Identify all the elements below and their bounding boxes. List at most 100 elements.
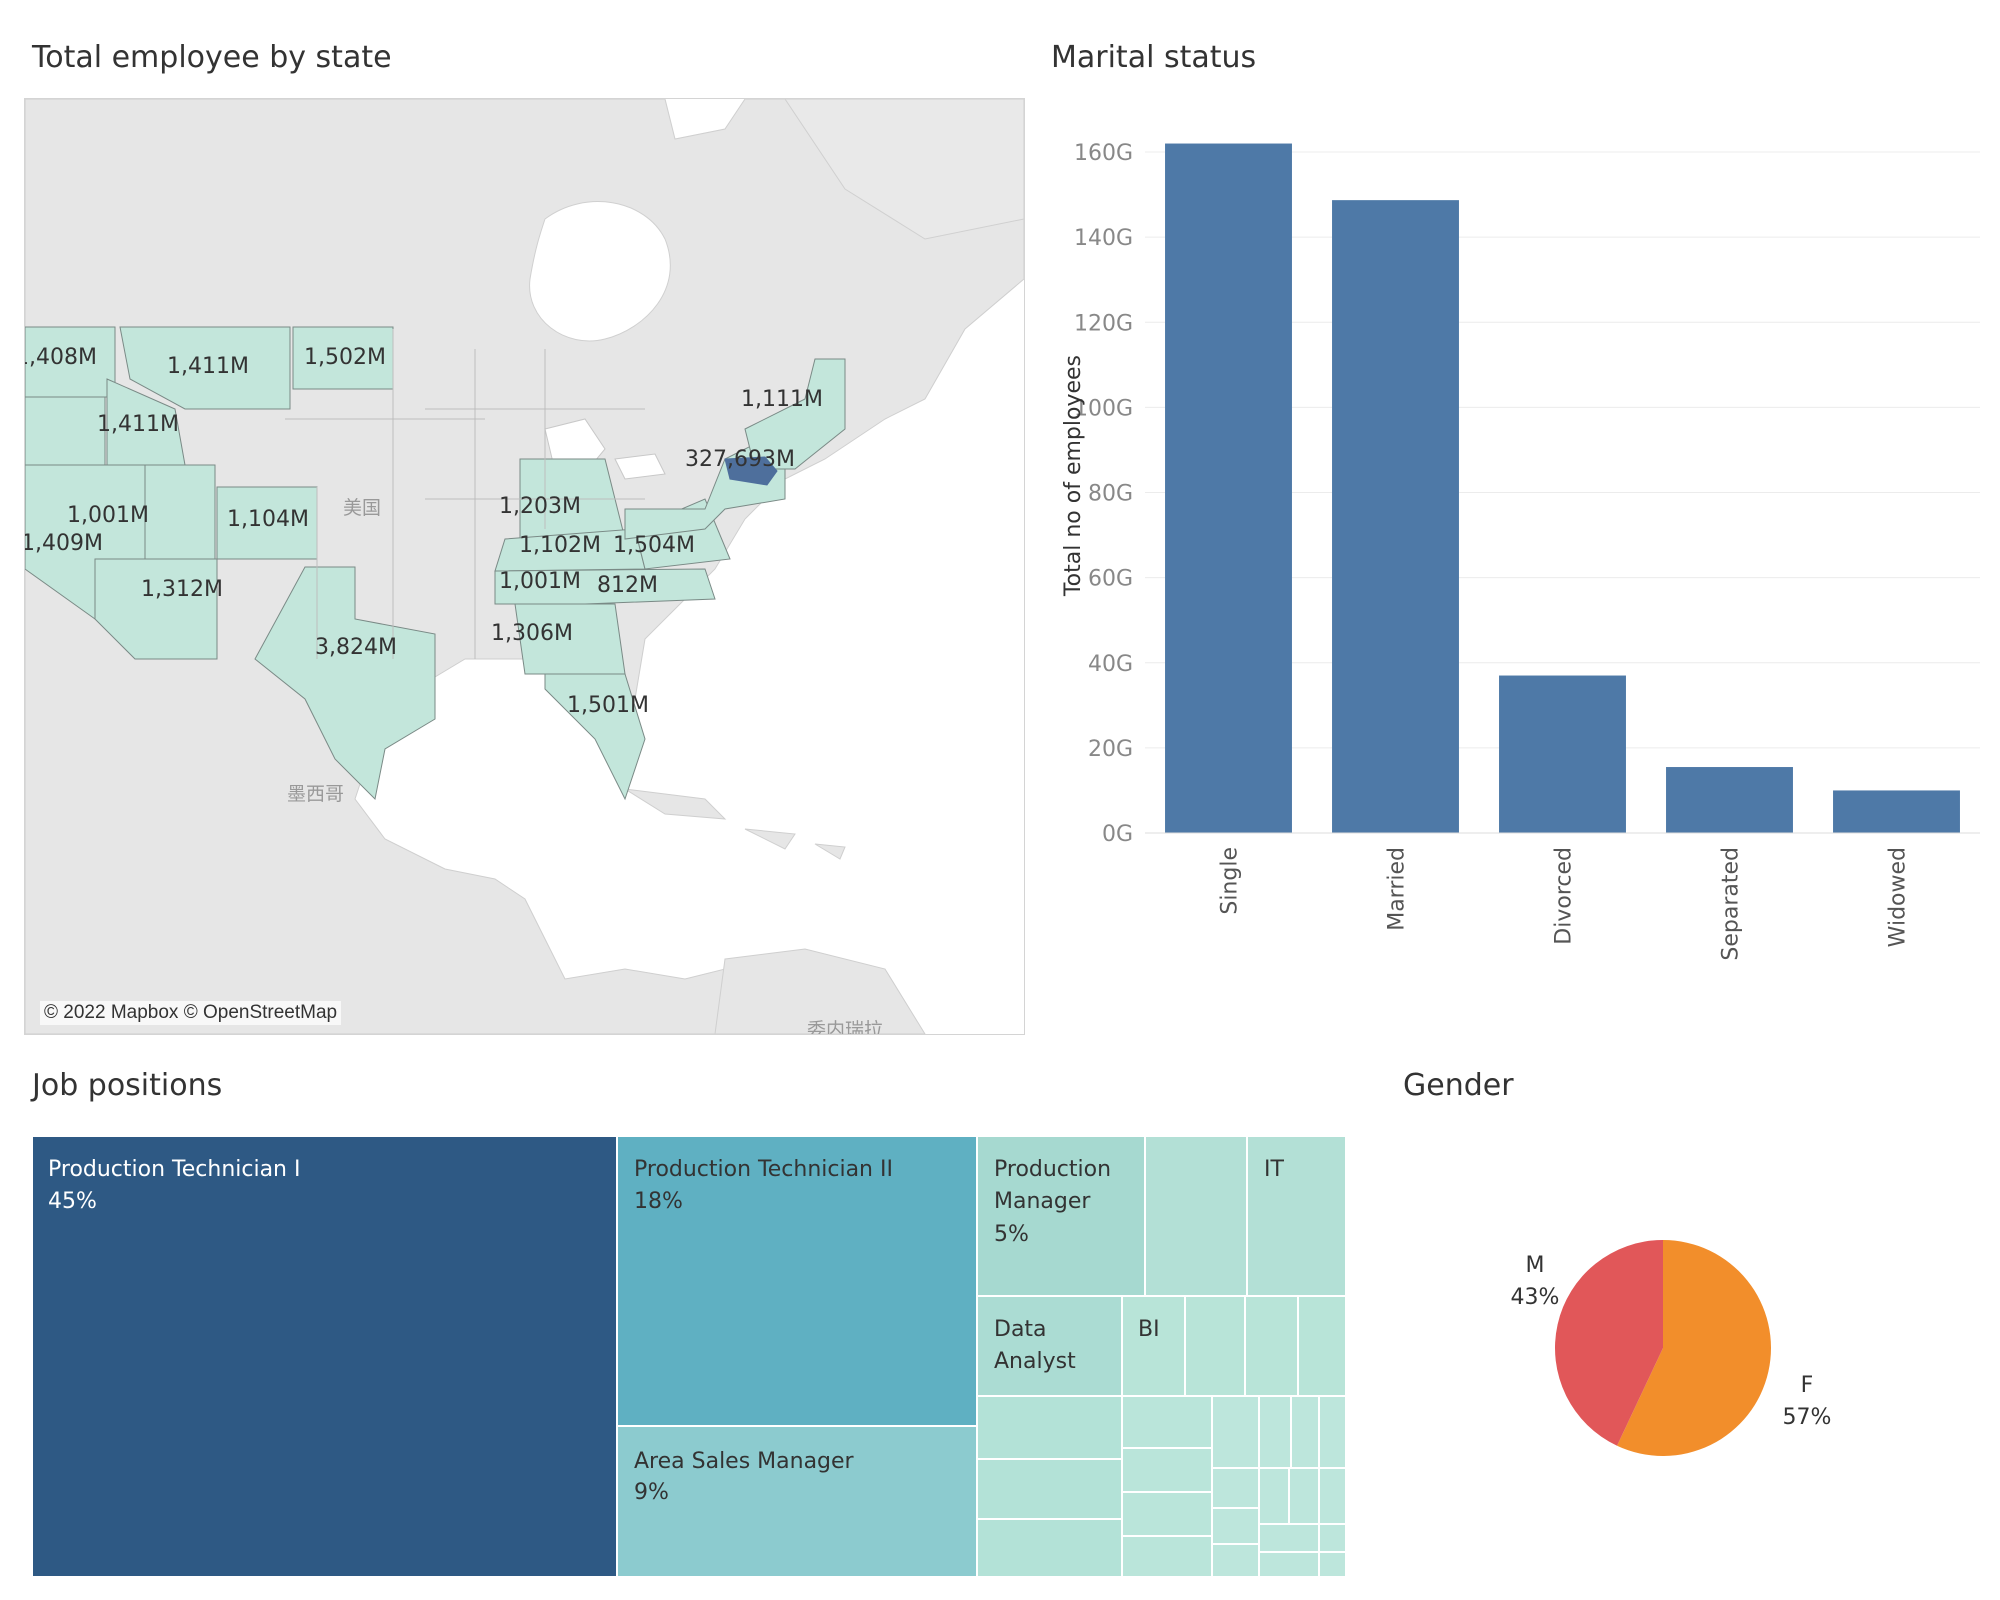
gender-title: Gender — [1403, 1068, 1514, 1103]
marital-title: Marital status — [1051, 40, 1257, 75]
state-label-0: 1,408M — [25, 345, 97, 370]
treemap-cell-small-19[interactable] — [1258, 1467, 1290, 1525]
y-tick-label: 0G — [1102, 822, 1133, 847]
place-label-usa: 美国 — [343, 497, 382, 519]
bar-married[interactable] — [1332, 200, 1459, 833]
treemap-cell-small-6[interactable] — [976, 1458, 1123, 1520]
treemap-cell-small-16[interactable] — [1211, 1467, 1260, 1509]
treemap-label-it: IT — [1264, 1157, 1284, 1182]
jobs-title: Job positions — [32, 1068, 223, 1103]
place-label-venezuela: 委内瑞拉 — [807, 1019, 884, 1035]
treemap-cell-small-4[interactable] — [1297, 1295, 1347, 1397]
bar-divorced[interactable] — [1499, 675, 1626, 833]
state-new-york-pa[interactable] — [624, 428, 786, 540]
state-nc[interactable] — [494, 568, 716, 605]
treemap-cell-small-14[interactable] — [1290, 1395, 1320, 1469]
state-shapes[interactable] — [25, 326, 846, 801]
treemap-label-pt1-pct: 45% — [48, 1189, 97, 1214]
x-tick-label: Single — [1218, 847, 1243, 915]
pie-value-m: 43% — [1511, 1285, 1560, 1310]
treemap-cell-small-21[interactable] — [1318, 1467, 1347, 1525]
treemap-cell-small-2[interactable] — [1184, 1295, 1246, 1397]
treemap-cell-production-technician-ii[interactable] — [616, 1135, 978, 1427]
treemap-cell-data-analyst[interactable] — [976, 1295, 1123, 1397]
treemap-cell-small-1[interactable] — [1144, 1135, 1248, 1297]
treemap-cell-small-18[interactable] — [1211, 1543, 1260, 1578]
treemap-cell-small-5[interactable] — [976, 1395, 1123, 1460]
treemap-label-da-name: Data — [994, 1317, 1047, 1342]
y-tick-label: 80G — [1088, 482, 1133, 507]
map-svg[interactable] — [25, 99, 1024, 1034]
treemap-label-pt1-name: Production Technician I — [48, 1157, 300, 1182]
treemap-cell-small-15[interactable] — [1318, 1395, 1347, 1469]
state-label-12: 1,001M — [499, 569, 581, 594]
y-tick-label: 60G — [1088, 567, 1133, 592]
pie-slice-m[interactable] — [1555, 1240, 1663, 1446]
treemap-cell-small-23[interactable] — [1318, 1523, 1347, 1553]
state-montana[interactable] — [119, 326, 291, 410]
place-label-mexico: 墨西哥 — [287, 783, 345, 805]
pie-label-m: M — [1526, 1253, 1545, 1278]
treemap-cell-small-10[interactable] — [1121, 1491, 1213, 1537]
treemap-cell-small-11[interactable] — [1121, 1535, 1213, 1578]
treemap-label-pt2-pct: 18% — [634, 1189, 683, 1214]
treemap-cell-area-sales-manager[interactable] — [616, 1425, 978, 1578]
treemap-label-asm-name: Area Sales Manager — [634, 1449, 855, 1474]
map-attribution[interactable]: © 2022 Mapbox © OpenStreetMap — [40, 1001, 342, 1025]
state-label-9: 1,203M — [499, 494, 581, 519]
treemap-label-pm-name-2: Manager — [994, 1189, 1091, 1214]
treemap-cell-it[interactable] — [1246, 1135, 1347, 1297]
treemap-cell-production-manager[interactable] — [976, 1135, 1146, 1297]
x-tick-label: Separated — [1719, 847, 1744, 961]
state-massachusetts-highlight[interactable] — [724, 456, 778, 486]
state-borders — [285, 329, 645, 659]
state-label-5: 1,104M — [227, 507, 309, 532]
treemap-label-asm-pct: 9% — [634, 1480, 669, 1505]
y-axis-label: Total no of employees — [1061, 355, 1086, 597]
treemap-cell-small-8[interactable] — [1121, 1395, 1213, 1449]
y-tick-label: 20G — [1088, 737, 1133, 762]
jobs-treemap[interactable]: Production Technician I 45% Production T… — [31, 1135, 1347, 1578]
pie-value-f: 57% — [1783, 1405, 1832, 1430]
pie-slice-f[interactable] — [1617, 1240, 1771, 1456]
treemap-cell-small-20[interactable] — [1288, 1467, 1320, 1525]
map-panel[interactable]: 1,408M 1,411M 1,502M 1,411M 1,001M 1,104… — [24, 98, 1025, 1035]
state-label-14: 1,306M — [491, 621, 573, 646]
treemap-cell-small-24[interactable] — [1258, 1551, 1320, 1578]
treemap-cell-production-technician-i[interactable] — [31, 1135, 618, 1578]
treemap-cell-bi[interactable] — [1121, 1295, 1186, 1397]
state-texas[interactable] — [254, 566, 436, 801]
treemap-cell-small-3[interactable] — [1244, 1295, 1299, 1397]
bar-separated[interactable] — [1666, 767, 1793, 833]
treemap-cell-small-13[interactable] — [1258, 1395, 1292, 1469]
treemap-cell-small-22[interactable] — [1258, 1523, 1320, 1553]
treemap-cell-small-9[interactable] — [1121, 1447, 1213, 1493]
bar-single[interactable] — [1165, 143, 1292, 833]
state-label-10: 1,102M — [519, 533, 601, 558]
bar-widowed[interactable] — [1833, 790, 1960, 833]
jobs-treemap-panel[interactable]: Production Technician I 45% Production T… — [31, 1135, 1347, 1578]
state-label-17: 327,693M — [685, 447, 795, 472]
state-label-3: 1,411M — [97, 412, 179, 437]
treemap-cell-small-7[interactable] — [976, 1518, 1123, 1578]
state-label-16: 1,111M — [741, 387, 823, 412]
state-florida[interactable] — [544, 673, 646, 801]
treemap-label-pm-pct: 5% — [994, 1222, 1029, 1247]
treemap-cell-small-17[interactable] — [1211, 1507, 1260, 1545]
marital-chart-panel[interactable]: 0G 20G 40G 60G 80G 100G 120G 140G 160G Total no o… — [1040, 98, 1990, 1033]
gender-pie-chart[interactable]: M 43% F 57% — [1403, 1136, 1963, 1577]
gulf-of-mexico-water — [386, 679, 600, 825]
y-tick-label: 100G — [1074, 396, 1133, 421]
state-arizona[interactable] — [94, 558, 218, 660]
gender-pie-panel[interactable]: M 43% F 57% — [1403, 1136, 1963, 1577]
y-tick-label: 40G — [1088, 652, 1133, 677]
treemap-cell-small-12[interactable] — [1211, 1395, 1260, 1469]
marital-bar-chart[interactable]: 0G 20G 40G 60G 80G 100G 120G 140G 160G Total no o… — [1040, 98, 1990, 1033]
state-label-15: 1,501M — [567, 693, 649, 718]
x-tick-label: Married — [1385, 847, 1410, 931]
treemap-cell-small-25[interactable] — [1318, 1551, 1347, 1578]
caribbean-islands — [624, 788, 846, 860]
state-value-labels: 1,408M 1,411M 1,502M 1,411M 1,001M 1,104… — [25, 99, 1024, 1034]
treemap-label-pm-name: Production — [994, 1157, 1111, 1182]
state-label-7: 1,312M — [141, 577, 223, 602]
